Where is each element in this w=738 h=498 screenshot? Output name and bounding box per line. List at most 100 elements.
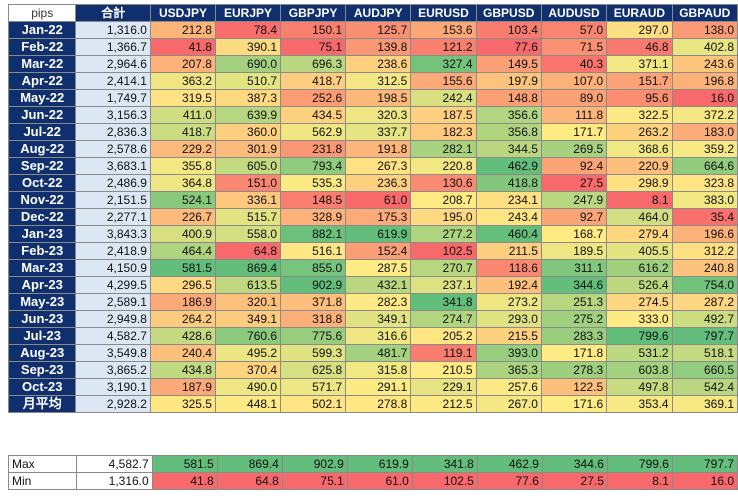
total-cell: 3,190.1 xyxy=(75,378,151,396)
pair-header: EURUSD xyxy=(410,4,477,22)
row-label: Feb-23 xyxy=(7,242,77,260)
pair-header: EURJPY xyxy=(214,4,282,22)
value-cell: 118.6 xyxy=(475,259,542,277)
value-cell: 236.3 xyxy=(345,174,412,192)
value-cell: 229.2 xyxy=(149,140,216,158)
table-row: Feb-22 1,366.7 41.8 390.1 75.1 139.8 121.2 77.6… xyxy=(7,38,738,56)
total-header: 合計 xyxy=(75,4,151,22)
value-cell: 372.2 xyxy=(671,106,738,124)
row-label: Mar-23 xyxy=(7,259,77,277)
value-cell: 613.5 xyxy=(214,276,282,294)
value-cell: 8.1 xyxy=(606,191,673,209)
value-cell: 57.0 xyxy=(540,21,608,39)
value-cell: 240.4 xyxy=(149,344,216,362)
row-label: 月平均 xyxy=(7,395,77,413)
total-cell: 4,582.7 xyxy=(75,455,153,473)
row-label: May-22 xyxy=(7,89,77,107)
value-cell: 274.5 xyxy=(606,293,673,311)
value-cell: 282.3 xyxy=(345,293,412,311)
row-label: Aug-22 xyxy=(7,140,77,158)
value-cell: 411.0 xyxy=(149,106,216,124)
value-cell: 95.6 xyxy=(606,89,673,107)
value-cell: 312.2 xyxy=(671,242,738,260)
value-cell: 370.4 xyxy=(214,361,282,379)
value-cell: 186.9 xyxy=(149,293,216,311)
value-cell: 212.5 xyxy=(410,395,477,413)
table-row: 月平均 2,928.2 325.5 448.1 502.1 278.8 212.5 267.0… xyxy=(7,395,738,413)
total-cell: 1,749.7 xyxy=(75,89,151,107)
stats-body: Max 4,582.7 581.5 869.4 902.9 619.9 341.8 462.9… xyxy=(8,455,738,490)
row-label: May-23 xyxy=(7,293,77,311)
value-cell: 27.5 xyxy=(541,472,608,490)
value-cell: 464.0 xyxy=(606,208,673,226)
value-cell: 75.1 xyxy=(281,472,348,490)
value-cell: 151.0 xyxy=(214,174,282,192)
value-cell: 318.8 xyxy=(280,310,347,328)
value-cell: 279.4 xyxy=(606,225,673,243)
table-row: Oct-22 2,486.9 364.8 151.0 535.3 236.3 130.6 41… xyxy=(7,174,738,192)
pips-header: pips xyxy=(7,4,77,22)
value-cell: 311.1 xyxy=(540,259,608,277)
value-cell: 247.9 xyxy=(540,191,608,209)
value-cell: 183.0 xyxy=(671,123,738,141)
value-cell: 516.1 xyxy=(280,242,347,260)
value-cell: 16.0 xyxy=(671,89,738,107)
value-cell: 359.2 xyxy=(671,140,738,158)
value-cell: 460.4 xyxy=(475,225,542,243)
row-label: Sep-22 xyxy=(7,157,77,175)
value-cell: 283.3 xyxy=(540,327,608,345)
value-cell: 27.5 xyxy=(540,174,608,192)
value-cell: 639.9 xyxy=(214,106,282,124)
value-cell: 92.7 xyxy=(540,208,608,226)
value-cell: 902.9 xyxy=(281,455,348,473)
value-cell: 344.6 xyxy=(540,276,608,294)
value-cell: 368.6 xyxy=(606,140,673,158)
value-cell: 41.8 xyxy=(149,38,216,56)
value-cell: 171.8 xyxy=(540,344,608,362)
row-label: Mar-22 xyxy=(7,55,77,73)
table-row: Jun-23 2,949.8 264.2 349.1 318.8 349.1 274.7 29… xyxy=(7,310,738,328)
value-cell: 171.6 xyxy=(540,395,608,413)
total-cell: 2,949.8 xyxy=(75,310,151,328)
total-cell: 3,843.3 xyxy=(75,225,151,243)
total-cell: 1,316.0 xyxy=(75,21,151,39)
value-cell: 8.1 xyxy=(606,472,673,490)
value-cell: 349.1 xyxy=(214,310,282,328)
value-cell: 322.5 xyxy=(606,106,673,124)
row-label: Apr-23 xyxy=(7,276,77,294)
value-cell: 297.0 xyxy=(606,21,673,39)
value-cell: 869.4 xyxy=(214,259,282,277)
value-cell: 77.6 xyxy=(476,472,543,490)
value-cell: 16.0 xyxy=(671,472,738,490)
value-cell: 581.5 xyxy=(151,455,218,473)
total-cell: 2,277.1 xyxy=(75,208,151,226)
value-cell: 171.7 xyxy=(540,123,608,141)
total-cell: 2,928.2 xyxy=(75,395,151,413)
value-cell: 139.8 xyxy=(345,38,412,56)
value-cell: 760.6 xyxy=(214,327,282,345)
value-cell: 192.4 xyxy=(475,276,542,294)
value-cell: 263.2 xyxy=(606,123,673,141)
row-label: Jan-22 xyxy=(7,21,77,39)
value-cell: 428.6 xyxy=(149,327,216,345)
value-cell: 328.9 xyxy=(280,208,347,226)
value-cell: 387.3 xyxy=(214,89,282,107)
value-cell: 581.5 xyxy=(149,259,216,277)
value-cell: 298.9 xyxy=(606,174,673,192)
total-cell: 2,151.5 xyxy=(75,191,151,209)
value-cell: 518.1 xyxy=(671,344,738,362)
value-cell: 490.0 xyxy=(214,378,282,396)
total-cell: 3,549.8 xyxy=(75,344,151,362)
value-cell: 102.5 xyxy=(410,242,477,260)
value-cell: 364.8 xyxy=(149,174,216,192)
value-cell: 349.1 xyxy=(345,310,412,328)
table-row: Jul-23 4,582.7 428.6 760.6 775.6 316.6 205.2 21… xyxy=(7,327,738,345)
value-cell: 150.1 xyxy=(280,21,347,39)
pair-header: GBPJPY xyxy=(280,4,347,22)
value-cell: 432.1 xyxy=(345,276,412,294)
value-cell: 75.1 xyxy=(280,38,347,56)
value-cell: 208.7 xyxy=(410,191,477,209)
value-cell: 282.1 xyxy=(410,140,477,158)
value-cell: 365.3 xyxy=(475,361,542,379)
stats-table: Max 4,582.7 581.5 869.4 902.9 619.9 341.8 462.9… xyxy=(8,455,738,490)
